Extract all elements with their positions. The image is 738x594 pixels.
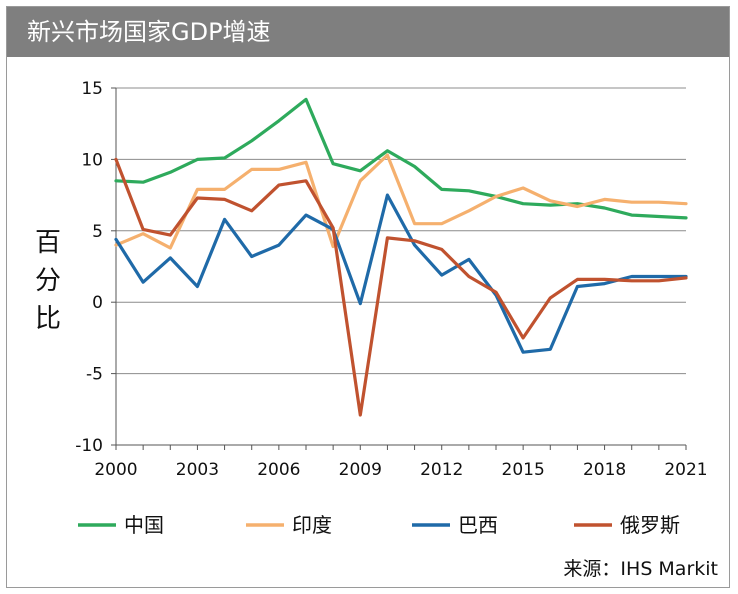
series-line-中国 — [114, 97, 688, 220]
legend-item: 巴西 — [412, 513, 498, 537]
x-tick-label: 2012 — [420, 460, 463, 480]
legend-label: 印度 — [292, 513, 332, 537]
x-tick-label: 2006 — [257, 460, 300, 480]
legend-label: 中国 — [124, 513, 164, 537]
y-tick-label: 10 — [81, 150, 103, 170]
title-bar: 新兴市场国家GDP增速 — [7, 7, 729, 57]
legend-label: 巴西 — [458, 513, 498, 537]
y-tick-labels: -10 -5 0 5 10 15 — [75, 79, 103, 456]
legend-item: 中国 — [78, 513, 164, 537]
legend-label: 俄罗斯 — [620, 513, 680, 537]
y-axis-label-char-2: 分 — [34, 266, 61, 296]
series-line-巴西 — [114, 193, 688, 354]
chart-title: 新兴市场国家GDP增速 — [27, 18, 271, 46]
source-note: 来源：IHS Markit — [563, 558, 718, 580]
axes — [111, 87, 687, 450]
legend-item: 印度 — [246, 513, 332, 537]
y-tick-label: 15 — [81, 79, 103, 99]
legend-item: 俄罗斯 — [574, 513, 680, 537]
legend: 中国 印度 巴西 俄罗斯 — [78, 513, 680, 537]
x-tick-label: 2003 — [176, 460, 219, 480]
x-tick-label: 2000 — [94, 460, 137, 480]
y-axis-label-char-3: 比 — [34, 304, 61, 334]
series-lines — [114, 97, 688, 417]
y-tick-label: -5 — [86, 365, 103, 385]
grid — [116, 87, 686, 446]
x-tick-labels: 2000 2003 2006 2009 2012 2015 2018 2021 — [94, 460, 707, 480]
x-tick-label: 2015 — [502, 460, 545, 480]
y-tick-label: -10 — [75, 436, 103, 456]
series-line-印度 — [114, 153, 688, 250]
x-tick-label: 2009 — [339, 460, 382, 480]
x-tick-label: 2018 — [583, 460, 626, 480]
y-axis-label-char-1: 百 — [34, 228, 61, 258]
y-tick-label: 0 — [92, 293, 103, 313]
chart-frame: 新兴市场国家GDP增速 — [6, 6, 730, 588]
x-tick-label: 2021 — [664, 460, 707, 480]
y-tick-label: 5 — [92, 222, 103, 242]
series-line-俄罗斯 — [114, 157, 688, 417]
y-axis-label: 百 分 比 — [33, 224, 63, 338]
